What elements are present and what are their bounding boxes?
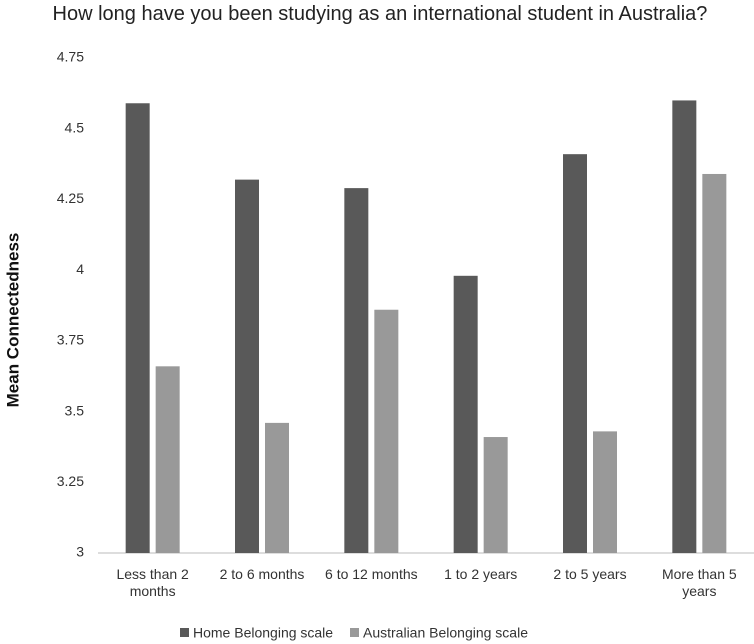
x-tick-label: More than 5 years [661, 566, 737, 599]
bar [453, 275, 478, 553]
bar [593, 431, 617, 553]
y-tick-label: 3.75 [57, 332, 84, 348]
x-tick-label: 1 to 2 years [444, 566, 518, 582]
bar [235, 179, 259, 553]
y-tick-label: 3.5 [65, 402, 85, 418]
legend-label: Home Belonging scale [193, 625, 333, 641]
x-tick-label: 2 to 6 months [219, 566, 305, 582]
y-tick-label: 4.25 [57, 190, 84, 206]
legend-swatch [180, 628, 189, 637]
bar [265, 422, 289, 553]
y-tick-label: 4.5 [65, 119, 85, 135]
bar [374, 309, 399, 553]
bar [125, 103, 150, 553]
x-tick-label: 6 to 12 months [325, 566, 418, 582]
y-axis-label: Mean Connectedness [3, 233, 22, 408]
y-tick-label: 3 [76, 544, 84, 560]
x-tick-label: Less than 2 months [116, 566, 189, 599]
bar [483, 437, 508, 553]
bar [702, 173, 727, 553]
bar [155, 366, 180, 553]
chart-title: How long have you been studying as an in… [52, 3, 708, 25]
bar [344, 188, 369, 553]
x-tick-label: 2 to 5 years [553, 566, 627, 582]
legend-label: Australian Belonging scale [363, 625, 528, 641]
y-tick-label: 4 [76, 261, 84, 277]
y-tick-label: 3.25 [57, 473, 84, 489]
y-tick-label: 4.75 [57, 49, 84, 65]
bar [672, 100, 697, 553]
legend-swatch [350, 628, 359, 637]
bar [563, 154, 587, 553]
